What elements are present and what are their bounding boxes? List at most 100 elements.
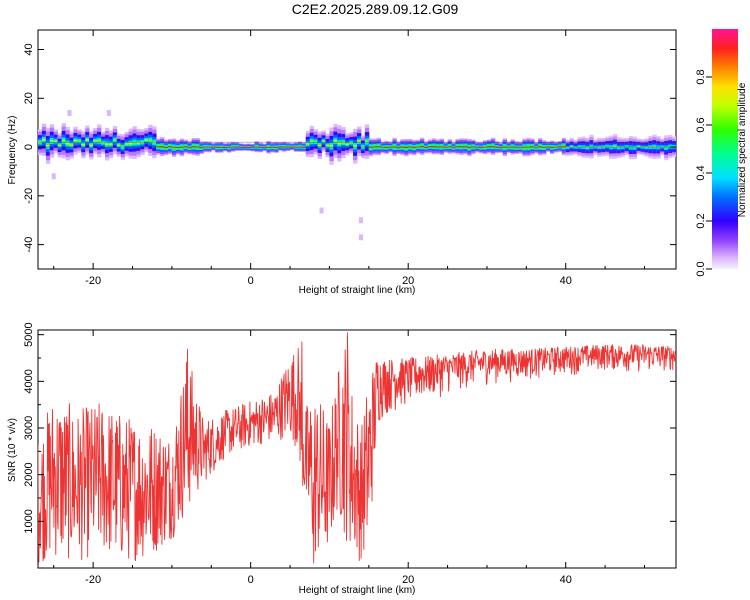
heatmap-cell (227, 147, 232, 149)
heatmap-cell (605, 145, 610, 147)
colorbar-title: Normalized spectral amplitude (737, 82, 748, 217)
spectrogram-y-tick-label: 20 (23, 92, 35, 104)
heatmap-cell (431, 145, 437, 147)
heatmap-cell (624, 146, 630, 147)
heatmap-cell (357, 140, 362, 143)
snr-y-axis-title: SNR (10 * v/v) (7, 418, 18, 482)
heatmap-cell (447, 146, 452, 147)
snr-y-tick-label: 4000 (23, 369, 35, 393)
heatmap-cell (242, 147, 248, 148)
heatmap-cell (569, 146, 575, 148)
heatmap-cell (246, 147, 252, 148)
heatmap-cell (514, 147, 519, 149)
heatmap-cell (85, 139, 90, 141)
heatmap-cell (522, 146, 527, 148)
heatmap-cell (81, 144, 86, 146)
heatmap-cell (337, 142, 342, 145)
snr-y-tick-label: 3000 (23, 416, 35, 440)
snr-panel: -20 0 20 40 1000 2000 3000 4000 5000 Height of s… (7, 322, 677, 596)
colorbar-gradient (712, 29, 738, 269)
heatmap-outlier (51, 173, 56, 180)
spectrogram-panel: -20 0 20 40 -40 -20 0 20 40 Height of straight l… (7, 29, 677, 296)
heatmap-cell (215, 147, 220, 149)
heatmap-outlier (358, 234, 363, 241)
heatmap-cell (305, 143, 311, 145)
heatmap-cell (45, 144, 51, 147)
heatmap-cell (116, 144, 122, 146)
heatmap-cell (341, 141, 346, 144)
heatmap-cell (270, 147, 275, 148)
snr-y-tick-label: 1000 (23, 509, 35, 533)
heatmap-cell (93, 140, 98, 142)
heatmap-cell (628, 147, 634, 149)
heatmap-cell (632, 147, 638, 149)
snr-x-tick-label: -20 (85, 574, 101, 586)
heatmap-cell (57, 144, 63, 146)
heatmap-cell (89, 144, 94, 147)
heatmap-cell (175, 147, 181, 148)
spectrogram-x-tick-label: -20 (85, 275, 101, 287)
heatmap-cell (124, 143, 129, 145)
heatmap-cell (317, 144, 322, 147)
heatmap-cell (65, 142, 70, 145)
spectrogram-y-tick-label: 40 (23, 43, 35, 55)
heatmap-cell (136, 142, 141, 144)
heatmap-cell (542, 147, 547, 148)
heatmap-cell (416, 146, 421, 148)
heatmap-cell (573, 146, 578, 148)
spectrogram-y-axis-title: Frequency (Hz) (7, 116, 18, 185)
heatmap-cell (301, 147, 307, 148)
heatmap-cell (534, 147, 539, 149)
heatmap-cell (144, 139, 149, 141)
heatmap-cell (479, 147, 484, 149)
colorbar-tick-label: 0.2 (695, 213, 707, 228)
snr-y-tick-label: 2000 (23, 462, 35, 486)
heatmap-cell (160, 146, 165, 148)
heatmap-cell (636, 146, 641, 147)
heatmap-cell (73, 139, 78, 142)
heatmap-cell (187, 147, 192, 149)
heatmap-cell (376, 146, 382, 148)
spectrogram-x-tick-label: 20 (402, 275, 414, 287)
heatmap-cell (384, 147, 389, 148)
heatmap-cell (108, 143, 114, 145)
heatmap-cell (518, 147, 523, 149)
heatmap-outlier (358, 217, 363, 224)
heatmap-cell (549, 147, 555, 148)
heatmap-cell (620, 146, 626, 148)
heatmap-cell (77, 140, 82, 142)
heatmap-cell (420, 145, 425, 147)
heatmap-cell (455, 146, 460, 148)
heatmap-cell (333, 140, 338, 142)
heatmap-cell (380, 147, 385, 148)
heatmap-outlier (67, 109, 72, 116)
heatmap-cell (274, 147, 279, 148)
heatmap-cell (404, 147, 409, 149)
heatmap-cell (345, 143, 350, 145)
heatmap-cell (223, 147, 228, 148)
heatmap-cell (69, 144, 74, 146)
heatmap-cell (49, 140, 55, 142)
heatmap-cell (459, 146, 464, 148)
heatmap-cell (349, 142, 354, 144)
heatmap-cell (199, 147, 204, 149)
heatmap-cell (104, 143, 110, 145)
heatmap-cell (183, 146, 189, 148)
heatmap-cell (412, 147, 417, 149)
heatmap-cell (506, 147, 511, 148)
snr-y-tick-label: 5000 (23, 322, 35, 346)
colorbar: 0.0 0.2 0.4 0.6 0.8 Normalized spectral ampl… (695, 29, 748, 277)
heatmap-cell (451, 147, 456, 149)
heatmap-cell (565, 147, 571, 149)
heatmap-cell (467, 147, 472, 149)
heatmap-cell (258, 147, 263, 149)
heatmap-cell (443, 147, 448, 148)
spectrogram-x-tick-label: 0 (248, 275, 254, 287)
colorbar-tick-label: 0.8 (695, 69, 707, 84)
snr-series-line (38, 332, 676, 564)
colorbar-tick-label: 0.6 (695, 117, 707, 132)
heatmap-cell (585, 147, 590, 149)
heatmap-cell (167, 146, 173, 147)
heatmap-cell (148, 139, 153, 142)
